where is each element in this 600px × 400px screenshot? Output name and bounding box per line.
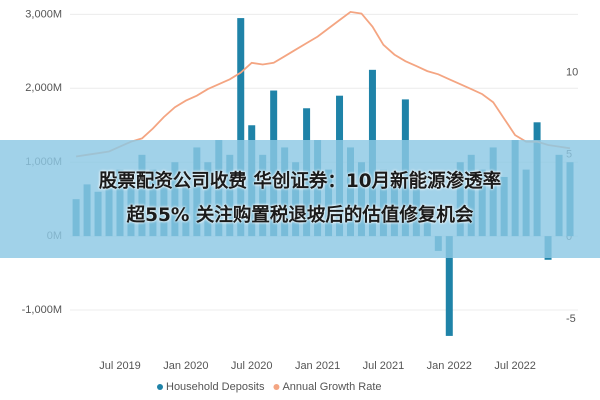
x-tick-label: Jul 2021 xyxy=(363,360,405,372)
x-tick-label: Jul 2020 xyxy=(231,360,273,372)
line xyxy=(75,10,571,158)
x-tick-label: Jul 2022 xyxy=(494,360,536,372)
y2-tick-label: -5 xyxy=(566,313,576,325)
y-tick-label: -1,000M xyxy=(22,304,62,316)
legend-marker xyxy=(157,384,163,390)
bar xyxy=(445,236,453,336)
headline-line: 股票配资公司收费 华创证券：10月新能源渗透率 xyxy=(98,171,502,192)
x-tick-label: Jan 2020 xyxy=(163,360,208,372)
legend-label: Annual Growth Rate xyxy=(282,381,381,393)
y-tick-label: 3,000M xyxy=(25,8,62,20)
x-tick-label: Jul 2019 xyxy=(99,360,141,372)
x-tick-label: Jan 2022 xyxy=(427,360,472,372)
legend-marker xyxy=(273,384,280,390)
x-tick-label: Jan 2021 xyxy=(295,360,340,372)
y-tick-label: 2,000M xyxy=(25,82,62,94)
legend-label: Household Deposits xyxy=(166,381,265,393)
bar xyxy=(237,18,245,237)
headline-line: 超55% 关注购置税退坡后的估值修复机会 xyxy=(126,205,474,226)
y2-tick-label: 10 xyxy=(566,67,578,79)
headline-banner: 股票配资公司收费 华创证券：10月新能源渗透率 超55% 关注购置税退坡后的估值… xyxy=(0,140,600,258)
